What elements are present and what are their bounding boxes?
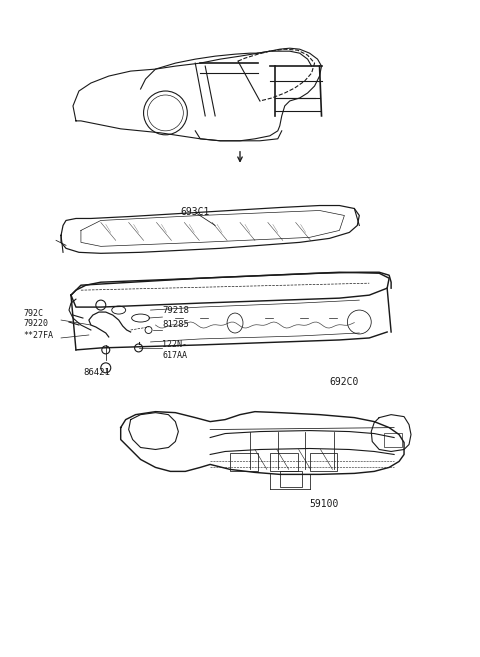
Text: 86421: 86421 [83, 368, 110, 377]
Bar [230, 453, 258, 471]
Text: 792C: 792C [23, 309, 43, 318]
Text: 79220: 79220 [23, 319, 48, 328]
Text: 81285: 81285 [162, 320, 189, 329]
Text: 122N-: 122N- [162, 340, 188, 349]
Bar [280, 471, 301, 487]
Bar [310, 453, 337, 471]
Text: 692C0: 692C0 [329, 376, 359, 387]
Text: 59100: 59100 [310, 499, 339, 509]
Bar [270, 453, 298, 471]
Text: 617AA: 617AA [162, 351, 188, 360]
Text: **27FA: **27FA [23, 331, 53, 340]
Bar [384, 432, 402, 447]
Text: 693C1: 693C1 [180, 208, 210, 217]
Text: 79218: 79218 [162, 306, 189, 315]
